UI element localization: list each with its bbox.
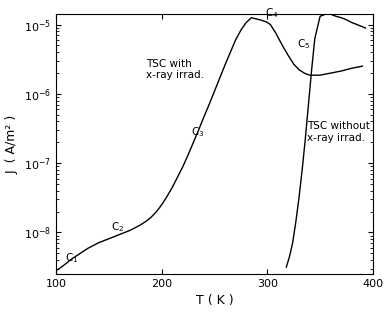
Y-axis label: J  ( A/m² ): J ( A/m² ) [5, 115, 19, 174]
Text: C$_3$: C$_3$ [191, 125, 205, 139]
X-axis label: T ( K ): T ( K ) [196, 295, 233, 307]
Text: TSC with
x-ray irrad.: TSC with x-ray irrad. [146, 59, 204, 80]
Text: C$_1$: C$_1$ [65, 251, 78, 265]
Text: C$_5$: C$_5$ [297, 37, 310, 51]
Text: C$_2$: C$_2$ [111, 220, 124, 234]
Text: C$_4$: C$_4$ [265, 6, 279, 20]
Text: TSC without
x-ray irrad.: TSC without x-ray irrad. [307, 121, 370, 143]
